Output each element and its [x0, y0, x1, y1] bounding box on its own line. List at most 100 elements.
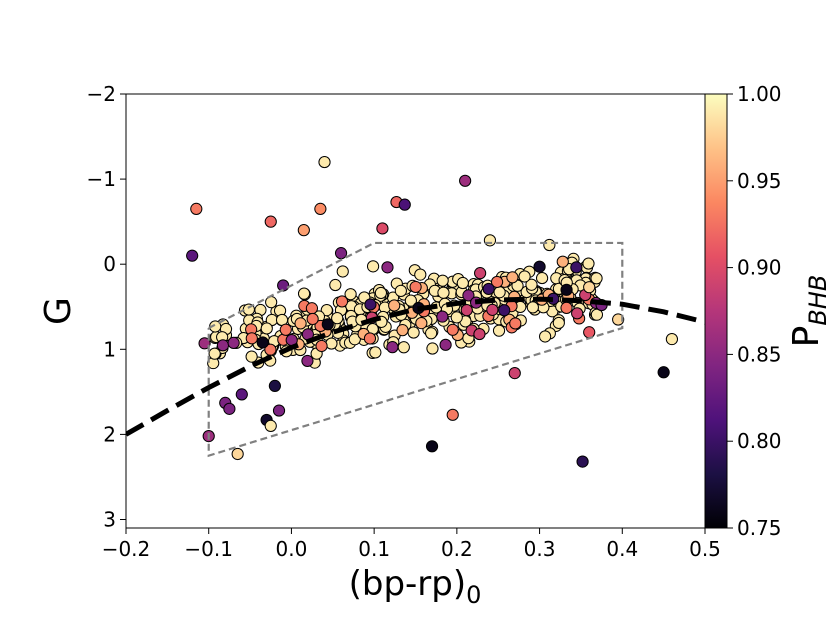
x-tick-label: −0.2	[102, 537, 151, 561]
scatter-point	[425, 440, 439, 453]
scatter-point	[490, 275, 504, 289]
scatter-point	[223, 402, 236, 415]
scatter-point	[583, 281, 596, 294]
scatter-point	[227, 336, 240, 349]
scatter-point	[394, 284, 407, 297]
scatter-point	[570, 261, 583, 274]
scatter-point	[426, 342, 439, 355]
scatter-point	[318, 155, 331, 169]
scatter-point	[366, 260, 380, 273]
scatter-point	[492, 324, 506, 337]
x-tick-label: 0.3	[524, 537, 556, 561]
scatter-point	[235, 388, 248, 401]
scatter-point	[439, 338, 452, 351]
y-tick-label: 0	[103, 252, 116, 276]
scatter-point	[407, 326, 420, 339]
y-tick-label: 2	[103, 422, 116, 446]
scatter-point	[305, 302, 319, 315]
scatter-point	[560, 301, 573, 315]
scatter-point	[460, 303, 473, 317]
scatter-point	[665, 332, 679, 346]
selection-box	[207, 241, 624, 458]
scatter-point	[590, 308, 604, 321]
scatter-point	[336, 265, 349, 278]
scatter-point	[446, 323, 459, 336]
scatter-point	[279, 323, 292, 336]
colorbar-tick-label: 0.90	[737, 256, 782, 280]
scatter-point	[415, 316, 428, 330]
scatter-point	[363, 332, 377, 345]
scatter-point	[473, 327, 486, 341]
scatter-point	[657, 366, 670, 379]
scatter-point	[297, 224, 310, 237]
y-axis-label: G	[38, 297, 79, 325]
scatter-point	[506, 271, 519, 284]
scatter-point	[344, 288, 357, 301]
colorbar-tick-label: 0.75	[737, 516, 782, 540]
x-tick-label: 0.0	[276, 537, 308, 561]
scatter-point	[294, 317, 307, 330]
x-tick-label: −0.1	[184, 537, 233, 561]
scatter-point	[198, 337, 211, 350]
colorbar-tick-label: 1.00	[737, 82, 782, 106]
scatter-point	[459, 174, 472, 187]
scatter-point	[245, 332, 258, 345]
scatter-point	[612, 313, 625, 326]
scatter-point	[374, 286, 388, 300]
scatter-point	[518, 270, 531, 283]
scatter-point	[216, 339, 230, 352]
scatter-point	[321, 318, 334, 331]
scatter-point	[526, 301, 539, 314]
scatter-point	[208, 347, 221, 360]
x-tick-label: 0.2	[441, 537, 473, 561]
scatter-point	[301, 354, 314, 368]
scatter-point	[409, 280, 422, 294]
scatter-point	[560, 283, 573, 296]
scatter-point	[245, 350, 258, 363]
colorbar	[704, 93, 728, 529]
scatter-point	[509, 317, 522, 330]
scatter-point	[260, 322, 273, 335]
scatter-point	[348, 333, 361, 346]
scatter-point	[535, 271, 549, 285]
y-axis: −2 −1 0 1 2 3	[87, 82, 126, 531]
y-tick-label: −1	[87, 167, 116, 191]
x-tick-label: 0.1	[358, 537, 390, 561]
scatter-point	[552, 316, 565, 330]
scatter-point	[474, 267, 487, 280]
scatter-point	[369, 346, 382, 359]
scatter-point	[186, 249, 199, 262]
scatter-point	[388, 299, 401, 312]
scatter-point	[398, 198, 411, 211]
colorbar-label: PBHB	[786, 275, 830, 348]
scatter-point	[582, 257, 595, 270]
scatter-point	[329, 278, 342, 292]
x-axis-label: (bp-rp)0	[349, 564, 482, 609]
scatter-point	[576, 455, 589, 468]
scatter-point	[364, 298, 377, 311]
scatter-point	[268, 379, 281, 392]
scatter-point	[277, 279, 290, 292]
scatter-point	[539, 330, 552, 343]
scatter-point	[446, 408, 459, 421]
scatter-point	[437, 286, 450, 299]
scatter-point	[331, 312, 344, 325]
scatter-point	[486, 303, 499, 316]
scatter-point	[493, 286, 506, 299]
scatter-point	[436, 274, 449, 287]
scatter-point	[450, 311, 463, 324]
scatter-point	[320, 304, 333, 317]
scatter-point	[436, 310, 449, 323]
y-tick-label: 1	[103, 337, 116, 361]
scatter-point	[556, 255, 569, 268]
scatter-point	[498, 304, 511, 317]
scatter-point	[314, 202, 327, 215]
scatter-point	[272, 404, 286, 417]
scatter-point	[386, 341, 399, 354]
plot-area	[126, 155, 705, 468]
scatter-point	[190, 202, 203, 215]
x-tick-label: 0.5	[689, 537, 721, 561]
scatter-point	[265, 296, 278, 309]
scatter-point	[325, 337, 338, 350]
scatter-point	[376, 222, 389, 235]
